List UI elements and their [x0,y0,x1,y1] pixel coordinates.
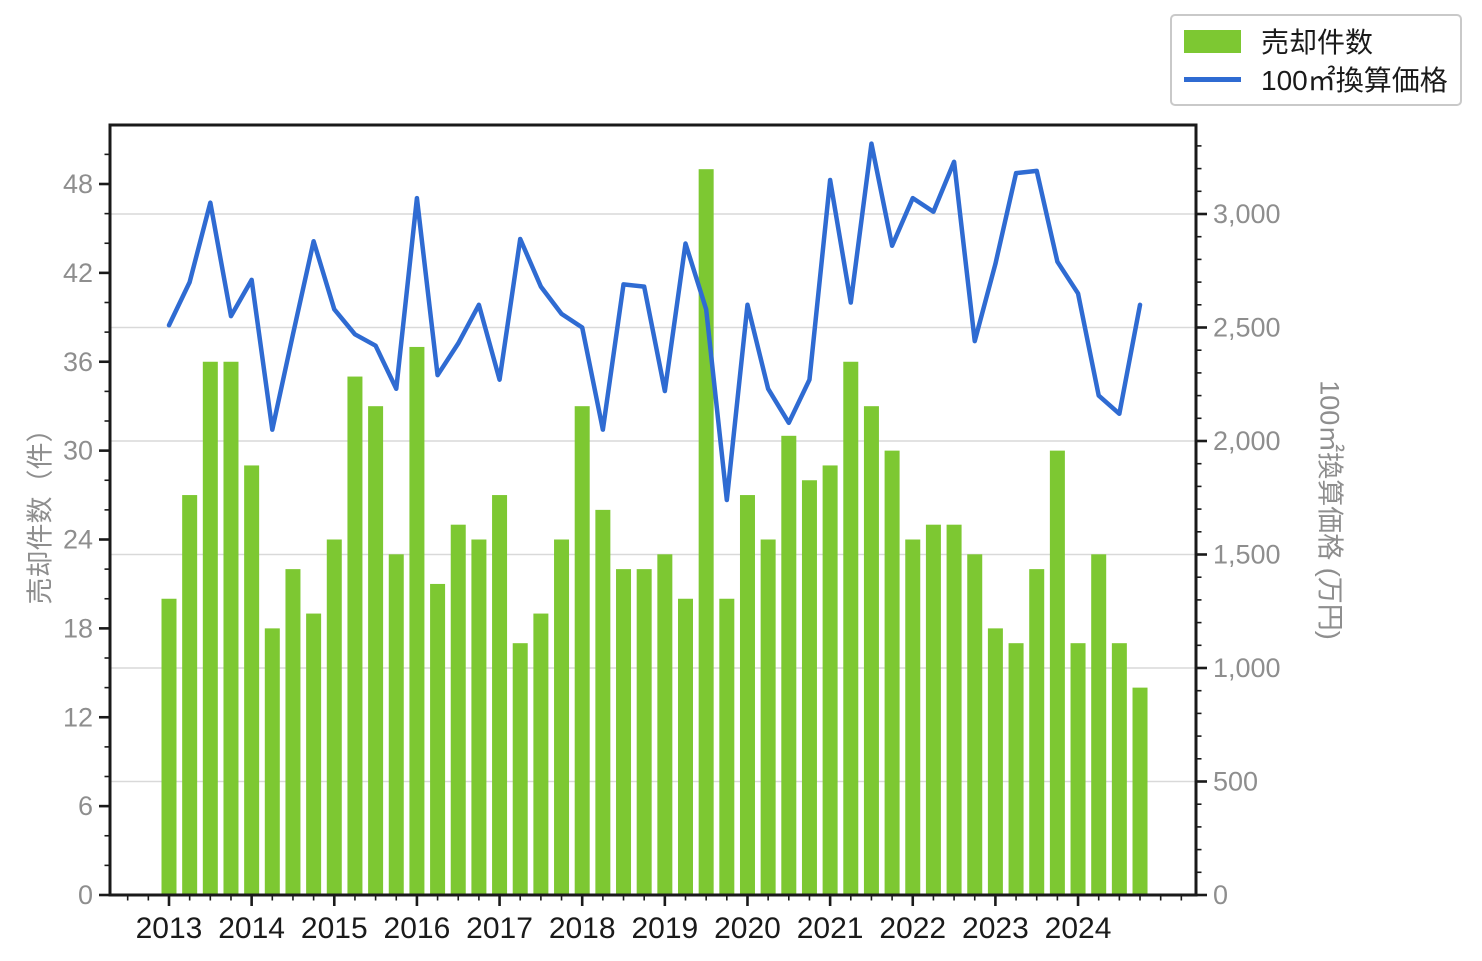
year-label: 2019 [631,912,698,945]
legend-item-price: 100㎡換算価格 [1172,61,1460,97]
bar-2018Q4 [636,569,652,895]
bar-2024Q3 [1111,643,1127,895]
bar-2013Q1 [161,598,177,895]
year-label: 2016 [384,912,451,945]
bar-2018Q1 [574,406,590,895]
year-label: 2021 [797,912,864,945]
right-tick-label: 0 [1213,880,1228,910]
bar-2015Q3 [368,406,384,895]
year-label: 2022 [879,912,946,945]
bar-2022Q1 [905,539,921,895]
bar-2017Q4 [554,539,570,895]
left-tick-label: 36 [63,347,93,377]
bar-2015Q4 [388,554,404,895]
bar-2021Q2 [843,361,859,895]
year-label: 2018 [549,912,616,945]
bar-2013Q2 [182,495,198,895]
legend-item-sales: 売却件数 [1172,23,1460,59]
bar-2017Q2 [512,643,528,895]
legend-label-sales: 売却件数 [1261,27,1374,58]
bar-2014Q1 [244,465,260,895]
bar-2016Q3 [450,524,466,895]
bar-2016Q2 [430,583,446,895]
bar-2015Q1 [326,539,342,895]
right-tick-label: 2,000 [1213,426,1281,456]
bar-2013Q3 [202,361,218,895]
bar-2017Q3 [533,613,549,895]
left-tick-label: 48 [63,169,93,199]
left-tick-label: 0 [78,880,93,910]
bar-2023Q2 [1008,643,1024,895]
bar-2020Q4 [801,480,817,895]
left-tick-label: 42 [63,258,93,288]
bar-2014Q3 [285,569,301,895]
year-label: 2013 [136,912,203,945]
right-axis-title: 100㎡換算価格 (万円) [1314,380,1345,640]
left-tick-label: 18 [63,613,93,643]
right-tick-label: 2,500 [1213,313,1281,343]
legend-label-price: 100㎡換算価格 [1261,65,1448,96]
right-tick-label: 1,000 [1213,653,1281,683]
bar-2018Q2 [595,509,611,895]
legend: 売却件数 100㎡換算価格 [1170,14,1462,106]
right-tick-label: 3,000 [1213,199,1281,229]
price-line [166,141,1143,503]
bar-2019Q1 [657,554,673,895]
bar-swatch-icon [1184,29,1241,53]
line-swatch-icon [1184,76,1241,82]
bar-2021Q4 [884,450,900,895]
bar-2019Q3 [698,169,714,895]
bar-2024Q2 [1091,554,1107,895]
bar-2023Q3 [1029,569,1045,895]
bar-2020Q3 [781,435,797,895]
bar-2024Q1 [1070,643,1086,895]
bar-2014Q4 [306,613,322,895]
right-tick-label: 500 [1213,767,1258,797]
year-label: 2014 [218,912,285,945]
year-label: 2015 [301,912,368,945]
year-label: 2020 [714,912,781,945]
bar-2021Q3 [863,406,879,895]
year-label: 2023 [962,912,1029,945]
bar-2013Q4 [223,361,239,895]
year-label: 2017 [466,912,533,945]
bar-2020Q2 [760,539,776,895]
right-tick-label: 1,500 [1213,540,1281,570]
bar-2019Q2 [678,598,693,895]
bar-2019Q4 [719,598,735,895]
left-tick-label: 30 [63,436,93,466]
left-tick-label: 6 [78,791,93,821]
left-tick-label: 12 [63,702,93,732]
bar-2024Q4 [1132,687,1148,895]
bar-2023Q4 [1049,450,1065,895]
bar-2022Q4 [967,554,983,895]
bar-2018Q3 [616,569,632,895]
bar-2016Q4 [471,539,487,895]
bar-2017Q1 [492,495,508,895]
bar-2020Q1 [739,495,755,895]
bar-2016Q1 [409,346,425,895]
bar-2015Q2 [347,376,363,895]
bar-2023Q1 [987,628,1003,895]
left-axis-title: 売却件数（件） [25,415,56,605]
year-label: 2024 [1045,912,1112,945]
bar-2021Q1 [822,465,838,895]
bar-2014Q2 [264,628,280,895]
bar-2022Q3 [946,524,962,895]
bar-2022Q2 [925,524,941,895]
left-tick-label: 24 [63,525,93,555]
